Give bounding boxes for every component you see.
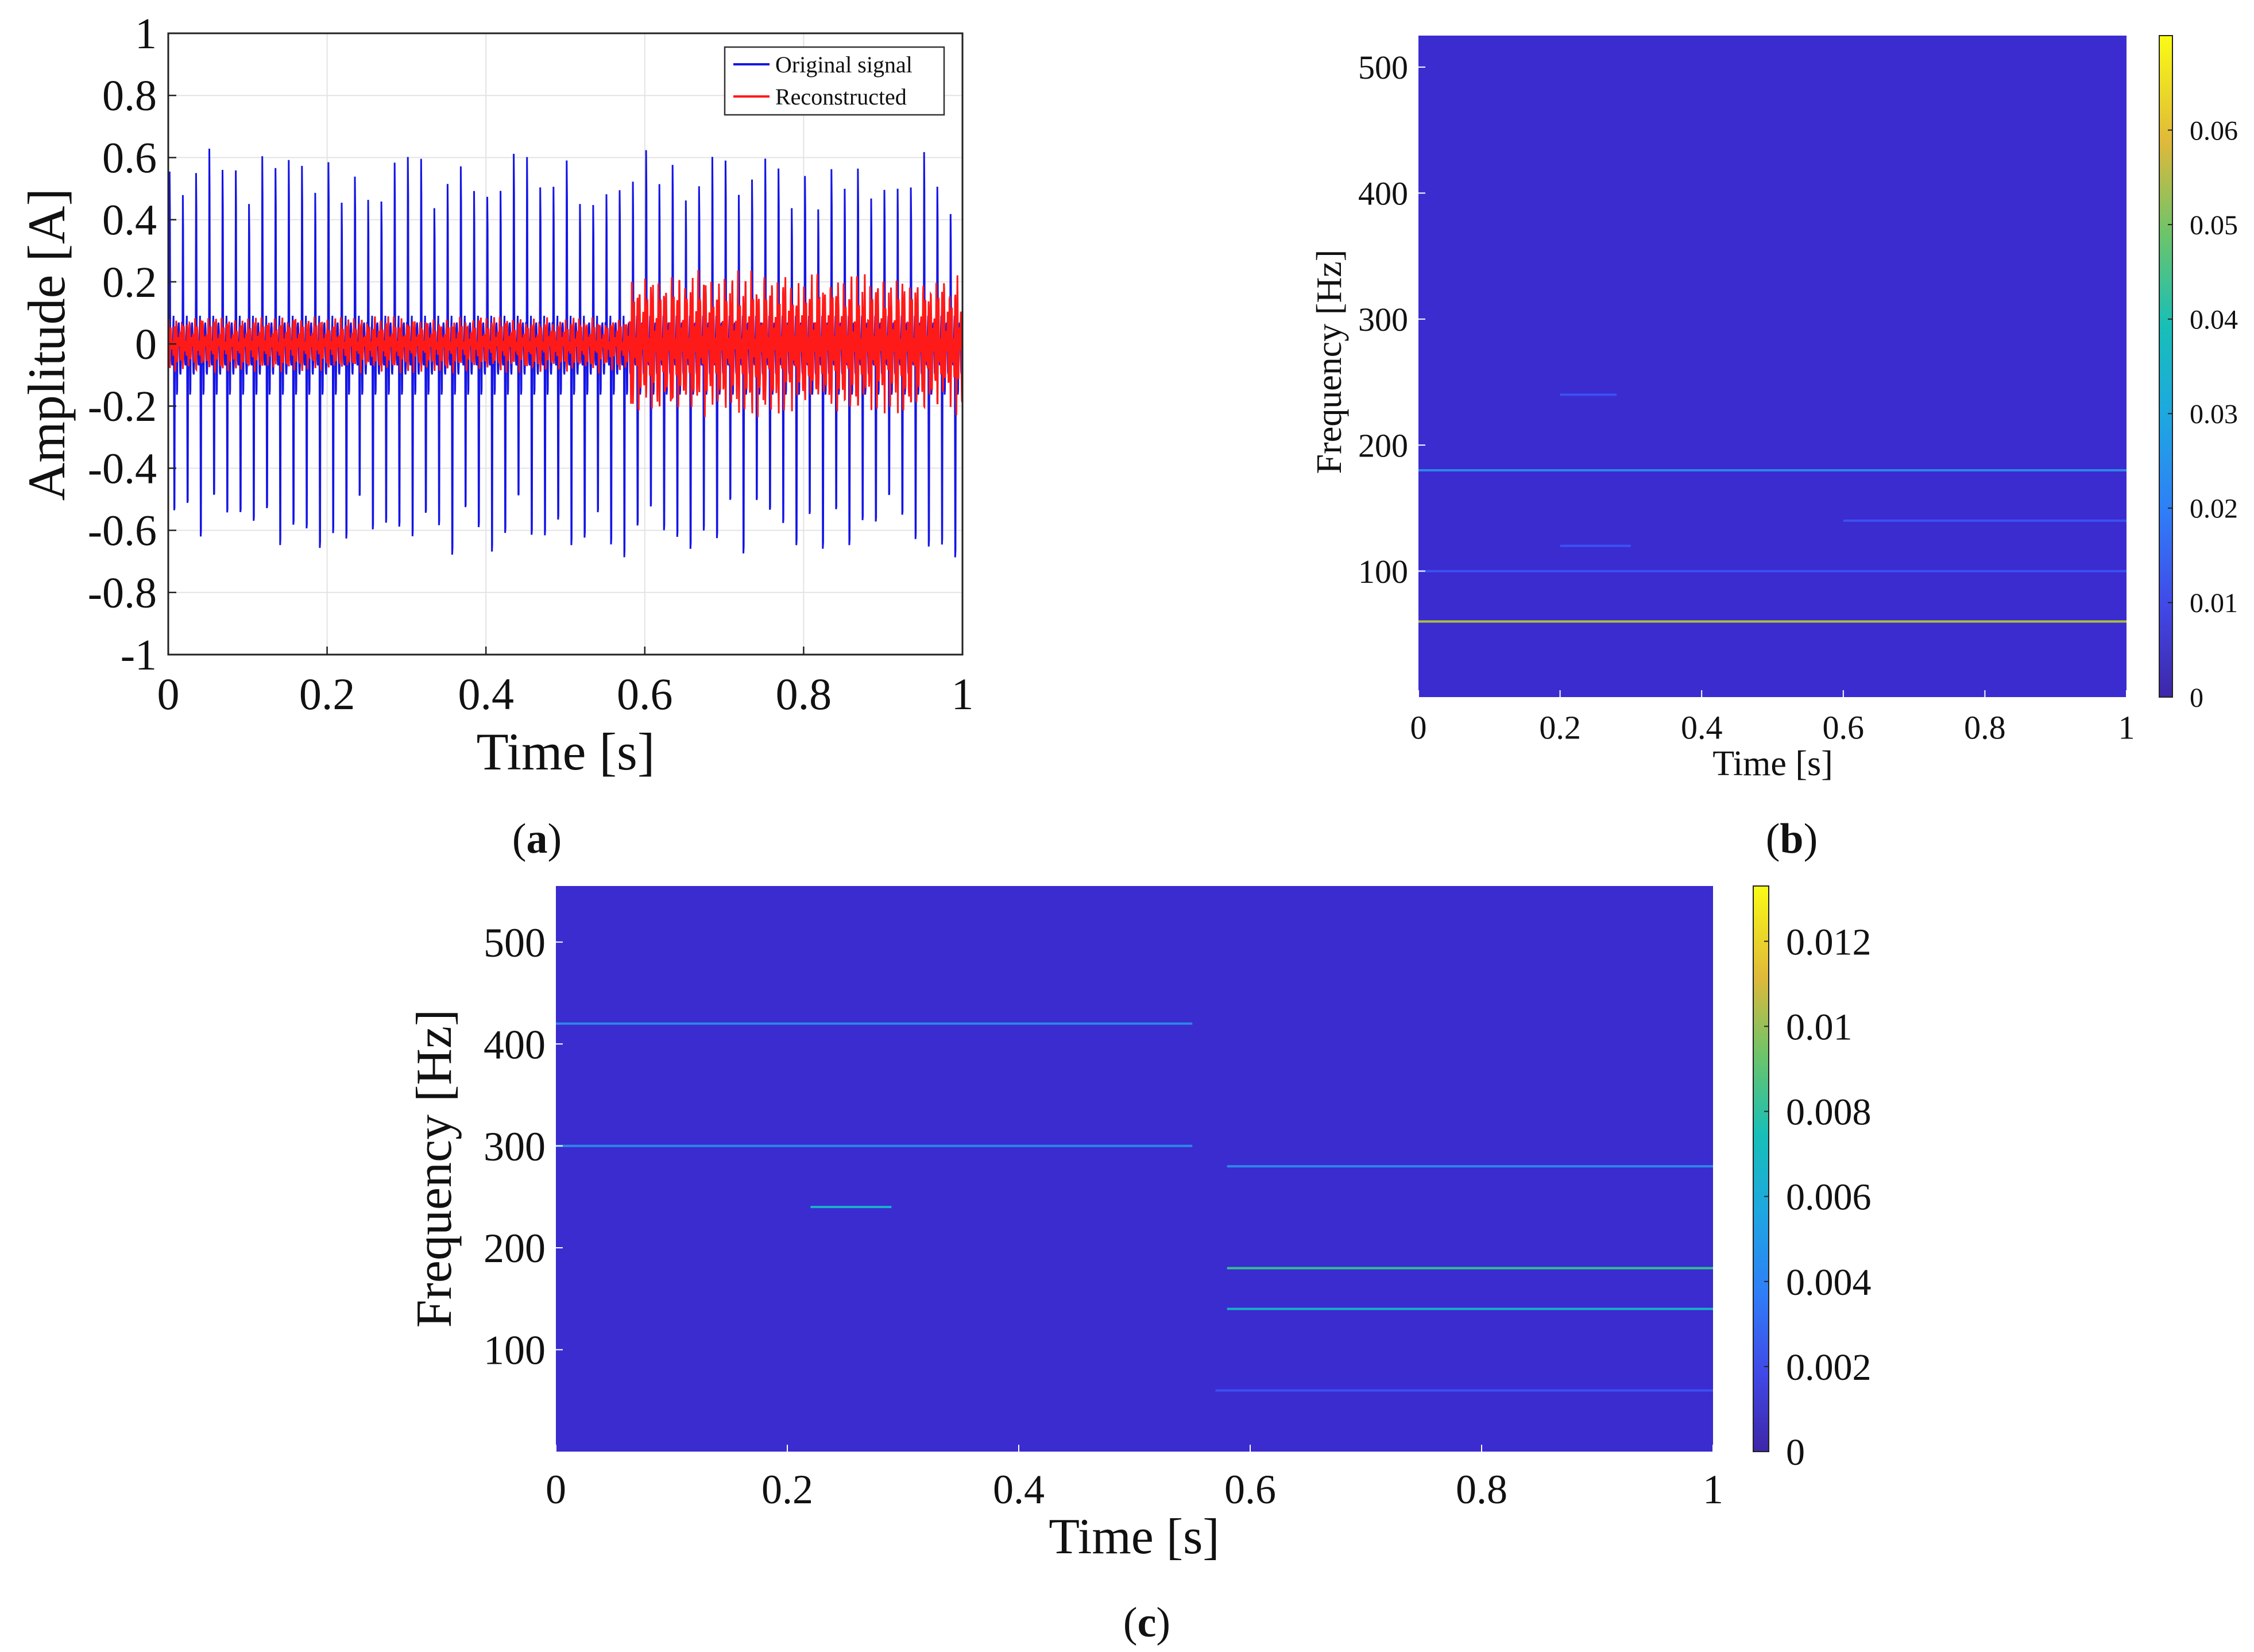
y-tick-label-a: -0.4 [88, 444, 157, 493]
y-tick-label-a: 0.6 [102, 134, 157, 182]
colorbar-tick-label: 0.002 [1786, 1347, 1872, 1388]
y-axis-title-c: Frequency [Hz] [407, 1009, 462, 1328]
colorbar-tick-label: 0.01 [1786, 1006, 1853, 1048]
y-tick-label: 100 [1358, 553, 1408, 590]
y-tick-label: 400 [1358, 175, 1408, 212]
panel-label-b: (b) [1766, 815, 1818, 862]
x-tick-label: 0.6 [1823, 709, 1865, 746]
ticks-a: 0 0.2 0.4 0.6 0.8 1 -1 -0.8 -0.6 -0.4 -0.2 0 0.2 0.4 0… [88, 10, 974, 719]
colorbar-tick-label: 0.004 [1786, 1262, 1872, 1303]
colorbar-tick-label: 0.02 [2190, 494, 2238, 524]
x-tick-label-a: 0.6 [617, 669, 673, 719]
legend-box-a [724, 46, 945, 116]
x-tick-label: 0.8 [1456, 1467, 1507, 1512]
colorbar-tick-label: 0.03 [2190, 399, 2238, 430]
series-a [167, 148, 964, 558]
colorbar-tick-label: 0 [2190, 683, 2203, 713]
y-tick-label-a: 0.8 [102, 72, 157, 120]
ticks-b: 0 0.2 0.4 0.6 0.8 1 100 200 300 400 500 [1358, 49, 2135, 746]
y-tick-label-a: 1 [135, 10, 157, 58]
panel-letter-a: a [527, 815, 548, 862]
y-tick-label: 300 [1358, 301, 1408, 338]
legend-a: Original signal Reconstructed [724, 46, 945, 116]
colorbar-tick-label: 0.012 [1786, 921, 1872, 963]
y-tick-label: 400 [484, 1022, 546, 1067]
colorbar-tick-label: 0.008 [1786, 1092, 1872, 1133]
series-line-reconstructed [167, 270, 964, 417]
x-axis-title-c: Time [s] [1049, 1509, 1219, 1565]
y-tick-label-a: 0.2 [102, 258, 157, 307]
colorbar-tick-label: 0.006 [1786, 1177, 1872, 1218]
y-tick-label-a: -0.6 [88, 507, 157, 555]
x-tick-label: 0.4 [1681, 709, 1723, 746]
panel-b: 0 0.2 0.4 0.6 0.8 1 100 200 300 400 500 Time [s] F… [1310, 35, 2238, 862]
legend-label-reconstructed: Reconstructed [775, 84, 907, 110]
x-axis-title-b: Time [s] [1712, 744, 1833, 783]
spectrogram-b [1418, 390, 2127, 626]
y-tick-label: 100 [484, 1328, 546, 1374]
colorbar-c: 0 0.002 0.004 0.006 0.008 0.01 0.012 [1753, 885, 1872, 1473]
y-tick-label: 500 [484, 920, 546, 966]
spectrogram-c [556, 1019, 1713, 1395]
x-tick-label: 0.8 [1964, 709, 2006, 746]
spectrogram-bg-b [1418, 36, 2127, 697]
y-tick-label-a: 0 [135, 320, 157, 369]
y-tick-label: 200 [484, 1225, 546, 1271]
x-tick-label: 1 [2118, 709, 2135, 746]
x-tick-label-a: 0.8 [776, 669, 832, 719]
x-tick-label: 0 [1410, 709, 1427, 746]
x-tick-label: 1 [1703, 1467, 1723, 1512]
y-tick-label: 500 [1358, 49, 1408, 86]
x-tick-label: 0.2 [1539, 709, 1581, 746]
x-tick-label-a: 1 [952, 669, 974, 719]
panel-letter-c: c [1138, 1599, 1157, 1646]
colorbar-tick-label: 0.01 [2190, 588, 2238, 618]
x-tick-label-a: 0.4 [458, 669, 514, 719]
colorbar-b: 0 0.01 0.02 0.03 0.04 0.05 0.06 [2159, 35, 2238, 713]
y-axis-title-a: Amplitude [A] [17, 188, 76, 501]
y-axis-title-b: Frequency [Hz] [1310, 250, 1349, 474]
panel-c: 0 0.2 0.4 0.6 0.8 1 100 200 300 400 500 Time [s] F… [407, 885, 1872, 1646]
x-tick-label: 0 [546, 1467, 566, 1512]
colorbar-tick-label: 0.04 [2190, 305, 2238, 335]
y-tick-label: 200 [1358, 427, 1408, 464]
colorbar-gradient [2159, 35, 2173, 698]
y-tick-label-a: 0.4 [102, 196, 157, 245]
y-tick-label: 300 [484, 1124, 546, 1170]
legend-label-original: Original signal [775, 52, 913, 78]
panel-label-a: (a) [512, 815, 562, 862]
x-tick-label-a: 0 [157, 669, 180, 719]
x-tick-label: 0.4 [993, 1467, 1045, 1512]
colorbar-gradient [1753, 885, 1769, 1452]
y-tick-label-a: -0.8 [88, 569, 157, 617]
x-tick-label: 0.2 [761, 1467, 813, 1512]
panel-label-c: (c) [1123, 1599, 1170, 1646]
colorbar-tick-label: 0.06 [2190, 115, 2238, 146]
y-tick-label-a: -1 [121, 631, 157, 679]
panel-letter-b: b [1780, 815, 1803, 862]
colorbar-tick-label: 0.05 [2190, 210, 2238, 241]
x-tick-label-a: 0.2 [299, 669, 355, 719]
y-tick-label-a: -0.2 [88, 382, 157, 431]
x-tick-label: 0.6 [1224, 1467, 1276, 1512]
panel-a: 0 0.2 0.4 0.6 0.8 1 -1 -0.8 -0.6 -0.4 -0.2 0 0.2 0.4 0… [17, 10, 974, 862]
x-axis-title-a: Time [s] [477, 722, 655, 781]
colorbar-tick-label: 0 [1786, 1432, 1805, 1473]
ticks-c: 0 0.2 0.4 0.6 0.8 1 100 200 300 400 500 [484, 920, 1723, 1512]
